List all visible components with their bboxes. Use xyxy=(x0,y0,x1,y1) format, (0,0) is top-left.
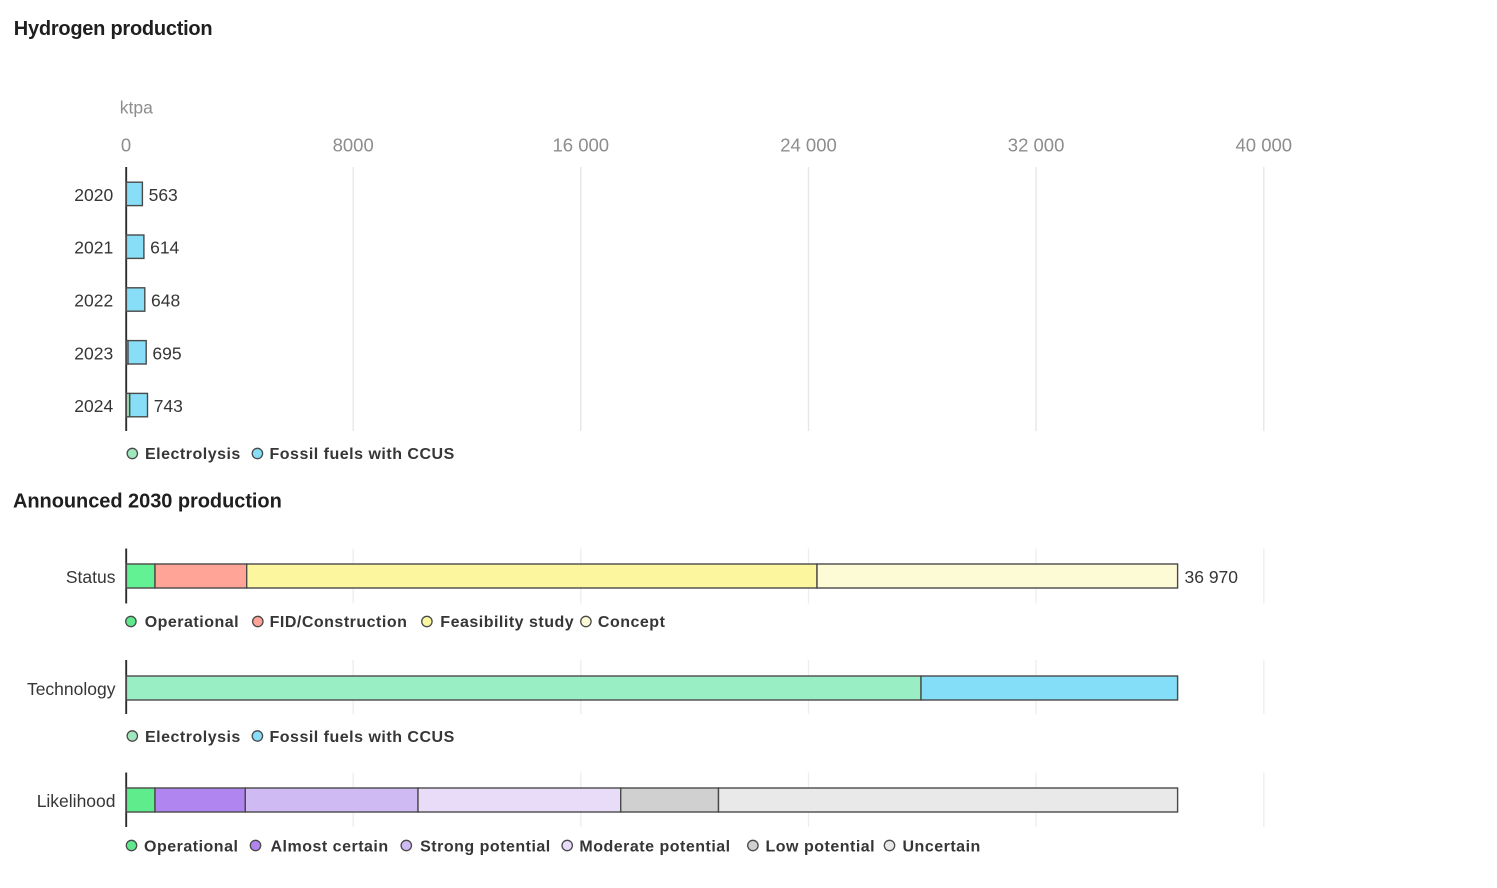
svg-text:Likelihood: Likelihood xyxy=(37,791,116,811)
svg-text:2021: 2021 xyxy=(74,238,113,258)
svg-text:Status: Status xyxy=(66,567,116,587)
svg-text:40 000: 40 000 xyxy=(1236,134,1293,155)
svg-text:ktpa: ktpa xyxy=(120,98,153,118)
svg-text:Operational: Operational xyxy=(144,838,238,855)
svg-text:2024: 2024 xyxy=(74,396,113,416)
svg-text:Operational: Operational xyxy=(145,614,239,631)
svg-text:Feasibility study: Feasibility study xyxy=(440,614,574,631)
svg-text:2023: 2023 xyxy=(74,343,113,363)
svg-text:24 000: 24 000 xyxy=(780,134,837,155)
svg-text:695: 695 xyxy=(152,343,181,363)
svg-text:FID/Construction: FID/Construction xyxy=(270,614,408,631)
svg-text:Announced 2030 production: Announced 2030 production xyxy=(13,491,282,513)
svg-text:Concept: Concept xyxy=(598,614,666,631)
svg-text:614: 614 xyxy=(150,238,179,258)
svg-text:Electrolysis: Electrolysis xyxy=(145,446,241,463)
svg-text:Fossil fuels with CCUS: Fossil fuels with CCUS xyxy=(270,446,455,463)
svg-text:32 000: 32 000 xyxy=(1008,134,1065,155)
svg-text:Technology: Technology xyxy=(27,679,116,699)
svg-text:563: 563 xyxy=(149,185,178,205)
svg-text:8000: 8000 xyxy=(333,134,374,155)
svg-text:743: 743 xyxy=(154,396,183,416)
svg-text:0: 0 xyxy=(121,134,131,155)
svg-text:Almost certain: Almost certain xyxy=(271,838,389,855)
svg-text:Hydrogen production: Hydrogen production xyxy=(14,18,213,40)
svg-text:Uncertain: Uncertain xyxy=(903,838,981,855)
svg-text:Low potential: Low potential xyxy=(766,838,876,855)
svg-text:2020: 2020 xyxy=(74,185,113,205)
svg-text:36 970: 36 970 xyxy=(1185,567,1239,587)
svg-text:Strong potential: Strong potential xyxy=(420,838,551,855)
svg-text:648: 648 xyxy=(151,291,180,311)
svg-text:16 000: 16 000 xyxy=(553,134,610,155)
svg-text:Fossil fuels with CCUS: Fossil fuels with CCUS xyxy=(270,729,455,746)
svg-text:2022: 2022 xyxy=(74,291,113,311)
svg-text:Electrolysis: Electrolysis xyxy=(145,729,241,746)
svg-text:Moderate potential: Moderate potential xyxy=(579,838,730,855)
